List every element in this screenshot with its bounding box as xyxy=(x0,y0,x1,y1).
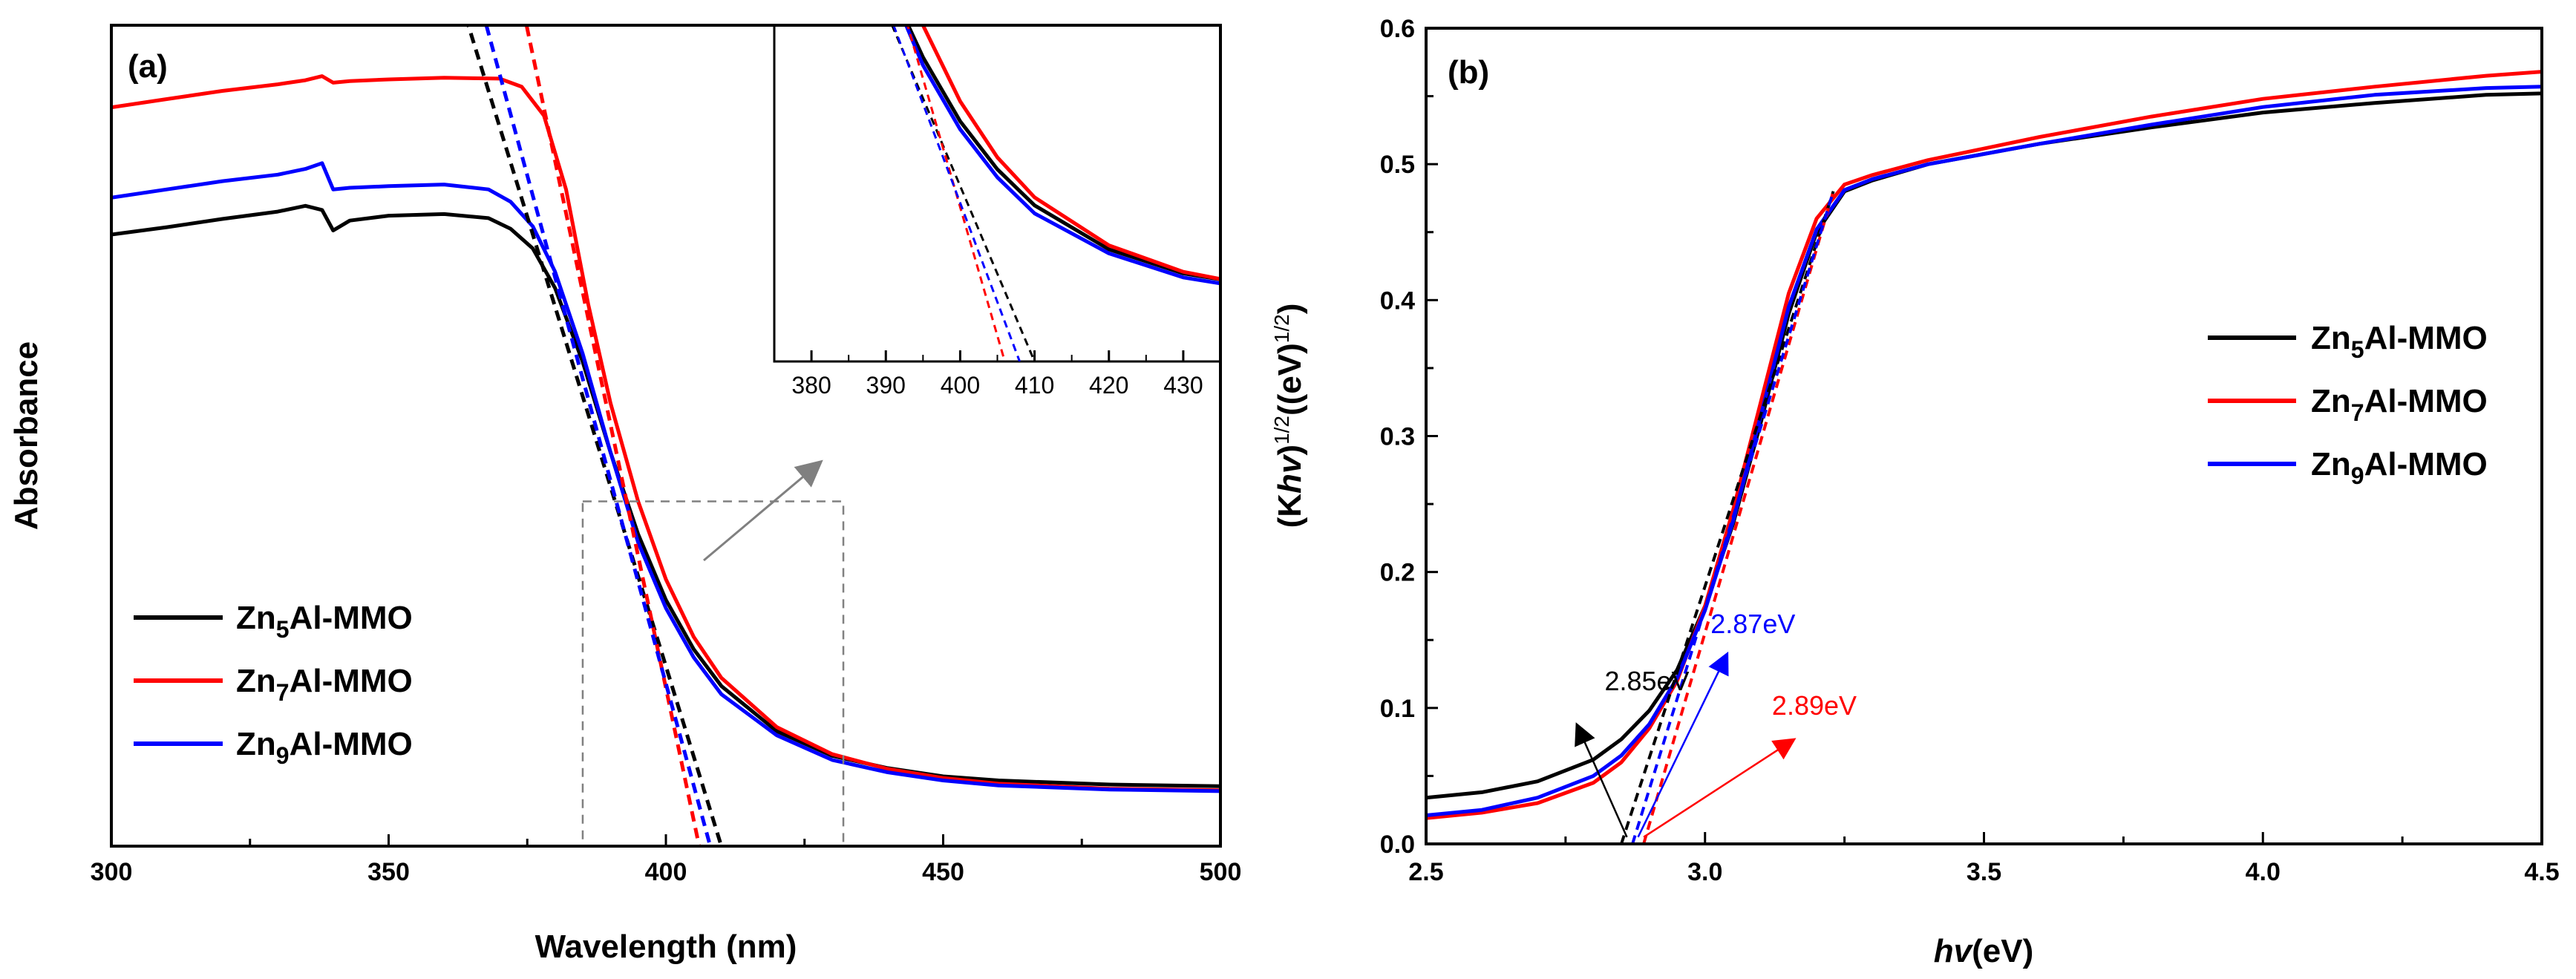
panel-a-tangent-zn5al-mmo xyxy=(466,25,724,846)
legend-a-entry-zn5: Zn5Al-MMO xyxy=(134,600,413,643)
inset-x-ticks: 380 390 400 410 420 430 xyxy=(791,350,1221,399)
panel-b-x-tick-label: 3.5 xyxy=(1967,858,2001,886)
panel-a-x-ticks: 300 350 400 450 500 xyxy=(91,834,1242,886)
panel-b-label: (b) xyxy=(1448,54,1489,91)
inset-tangent-zn5al-mmo xyxy=(890,25,1036,361)
legend-b-entry-zn5: Zn5Al-MMO xyxy=(2208,320,2488,363)
panel-a-legend: Zn5Al-MMO Zn7Al-MMO Zn9Al-MMO xyxy=(134,600,413,769)
panel-a-label: (a) xyxy=(128,48,168,85)
panel-a-tangent-zn9al-mmo xyxy=(484,25,713,846)
inset-x-tick-label: 380 xyxy=(791,372,831,399)
panel-a-y-axis-label: Absorbance xyxy=(8,341,45,530)
panel-b-series-zn7al-mmo xyxy=(1426,70,2542,820)
panel-a-tangent-zn7al-mmo xyxy=(524,25,702,846)
annotation-label-2-87ev: 2.87eV xyxy=(1710,609,1795,639)
panel-b-x-tick-label: 4.0 xyxy=(2246,858,2281,886)
panel-b-tangent-zn7al-mmo xyxy=(1642,191,1835,844)
panel-b-series-zn9al-mmo xyxy=(1426,85,2542,817)
legend-b-text-zn5: Zn5Al-MMO xyxy=(2311,320,2488,363)
panel-a-x-tick-label: 300 xyxy=(91,858,133,886)
panel-b-x-ticks: 2.5 3.0 3.5 4.0 4.5 xyxy=(1408,832,2560,886)
panel-a: (a) 300 350 400 450 500 Wavelength (nm) Abso… xyxy=(8,24,1242,965)
annotation-label-2-85ev: 2.85eV xyxy=(1604,666,1689,696)
panel-a-x-tick-label: 400 xyxy=(645,858,687,886)
inset-tangents xyxy=(890,25,1036,361)
annotation-arrow-2-89ev xyxy=(1643,738,1797,838)
inset-x-tick-label: 390 xyxy=(866,372,906,399)
legend-a-text-zn5: Zn5Al-MMO xyxy=(236,600,413,643)
panel-a-x-tick-label: 350 xyxy=(367,858,410,886)
inset-x-tick-label: 420 xyxy=(1089,372,1128,399)
legend-a-entry-zn9: Zn9Al-MMO xyxy=(134,726,413,769)
panel-a-inset: 380 390 400 410 420 430 xyxy=(773,24,1222,399)
annotation-label-2-89ev: 2.89eV xyxy=(1772,690,1857,721)
panel-b-y-tick-label: 0.0 xyxy=(1380,831,1415,859)
annotation-arrow-2-87ev xyxy=(1637,651,1729,838)
inset-x-tick-label: 400 xyxy=(941,372,980,399)
panel-b-legend: Zn5Al-MMO Zn7Al-MMO Zn9Al-MMO xyxy=(2208,320,2488,489)
legend-a-entry-zn7: Zn7Al-MMO xyxy=(134,663,413,706)
panel-b-x-tick-label: 2.5 xyxy=(1408,858,1443,886)
panel-b-y-tick-label: 0.3 xyxy=(1380,423,1415,451)
panel-b-y-tick-label: 0.1 xyxy=(1380,695,1415,723)
panel-b-y-tick-label: 0.5 xyxy=(1380,151,1415,179)
panel-b-y-tick-label: 0.6 xyxy=(1380,15,1415,43)
panel-b-x-tick-label: 3.0 xyxy=(1687,858,1722,886)
panel-b-x-axis-label: hv(eV) xyxy=(1934,933,2033,969)
legend-a-text-zn7: Zn7Al-MMO xyxy=(236,663,413,706)
inset-frame xyxy=(773,24,1222,363)
legend-b-entry-zn9: Zn9Al-MMO xyxy=(2208,446,2488,489)
panel-b-x-tick-label: 4.5 xyxy=(2524,858,2559,886)
panel-a-series xyxy=(111,74,1220,793)
panel-a-x-tick-label: 500 xyxy=(1200,858,1242,886)
panel-b-series xyxy=(1426,70,2542,820)
panel-b-tangents xyxy=(1620,191,1835,844)
panel-b-y-axis-label: (Khv)1/2((eV)1/2) xyxy=(1270,304,1308,528)
panel-b-y-ticks: 0.0 0.1 0.2 0.3 0.4 0.5 0.6 xyxy=(1380,15,1438,859)
inset-x-tick-label: 430 xyxy=(1163,372,1203,399)
panel-b-annotations: 2.85eV 2.87eV 2.89eV xyxy=(1575,609,1857,838)
legend-a-text-zn9: Zn9Al-MMO xyxy=(236,726,413,769)
panel-a-frame xyxy=(110,24,1222,848)
panel-a-x-axis-label: Wavelength (nm) xyxy=(535,929,797,965)
panel-a-tangents xyxy=(466,25,724,846)
panel-b-frame xyxy=(1425,27,2543,845)
legend-b-text-zn7: Zn7Al-MMO xyxy=(2311,383,2488,426)
panel-a-zoom-arrow xyxy=(703,459,823,562)
legend-b-entry-zn7: Zn7Al-MMO xyxy=(2208,383,2488,426)
panel-a-x-tick-label: 450 xyxy=(922,858,964,886)
panel-b: (b) 2.5 3.0 3.5 4.0 4.5 0.00.10.20.30.40.50.… xyxy=(1270,15,2560,969)
inset-tangent-zn7al-mmo xyxy=(906,25,1006,361)
inset-x-tick-label: 410 xyxy=(1015,372,1054,399)
panel-a-series-zn7al-mmo xyxy=(111,74,1220,793)
panel-b-tangent-zn9al-mmo xyxy=(1631,191,1835,844)
panel-a-series-zn9al-mmo xyxy=(111,161,1220,793)
legend-b-text-zn9: Zn9Al-MMO xyxy=(2311,446,2488,489)
panel-b-y-tick-label: 0.2 xyxy=(1380,559,1415,587)
panel-b-y-tick-label: 0.4 xyxy=(1380,287,1415,315)
annotation-arrow-2-85ev xyxy=(1575,722,1628,838)
panel-b-tangent-zn5al-mmo xyxy=(1620,191,1835,844)
